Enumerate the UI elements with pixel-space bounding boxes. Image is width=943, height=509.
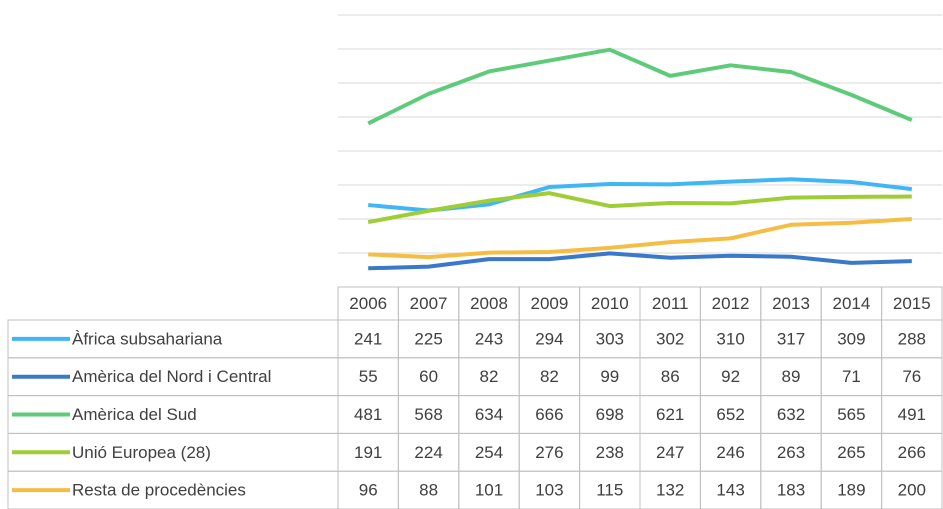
legend-label: Unió Europea (28) [72,443,211,462]
table-value: 634 [475,405,503,424]
table-value: 243 [475,329,503,348]
table-value: 309 [837,329,865,348]
table-value: 115 [596,481,623,500]
table-value: 82 [480,367,499,386]
table-value: 276 [535,443,563,462]
legend-label: Resta de procedències [72,481,246,500]
table-value: 481 [354,405,382,424]
table-value: 189 [837,481,865,500]
table-value: 246 [716,443,744,462]
table-value: 666 [535,405,563,424]
legend-label: Àfrica subsahariana [72,329,223,348]
table-value: 92 [721,367,740,386]
x-tick-label: 2006 [349,294,387,313]
series-line [368,251,912,271]
table-value: 89 [782,367,801,386]
table-value: 183 [777,481,805,500]
series-line [367,191,912,225]
table-value: 310 [716,329,744,348]
table-value: 238 [596,443,624,462]
legend-label: Amèrica del Sud [72,405,197,424]
x-tick-label: 2009 [530,294,568,313]
table-value: 101 [475,481,503,500]
table-value: 86 [661,367,680,386]
series-line [368,217,912,260]
table-value: 565 [837,405,865,424]
table-value: 698 [596,405,624,424]
x-tick-label: 2013 [772,294,810,313]
table-value: 96 [359,481,378,500]
table-value: 568 [414,405,442,424]
table-value: 302 [656,329,684,348]
x-tick-label: 2011 [652,294,689,313]
table-value: 241 [354,329,382,348]
table-value: 263 [777,443,805,462]
table-value: 143 [716,481,744,500]
series-line [367,47,913,126]
table-value: 55 [359,367,378,386]
table-value: 491 [898,405,926,424]
table-value: 99 [600,367,619,386]
x-tick-label: 2007 [410,294,448,313]
x-tick-label: 2012 [712,294,750,313]
x-tick-label: 2010 [591,294,629,313]
table-value: 88 [419,481,438,500]
table-value: 652 [716,405,744,424]
table-value: 254 [475,443,503,462]
table-value: 621 [656,405,684,424]
table-cell [881,470,943,509]
table-value: 265 [837,443,865,462]
table-value: 132 [656,481,684,500]
table-value: 317 [777,329,805,348]
table-value: 294 [535,329,563,348]
table-value: 76 [902,367,921,386]
table-value: 191 [354,443,382,462]
table-value: 103 [535,481,563,500]
x-tick-label: 2015 [893,294,931,313]
table-value: 60 [419,367,438,386]
table-value: 632 [777,405,805,424]
x-tick-label: 2014 [832,294,870,313]
table-value: 200 [898,481,926,500]
table-value: 247 [656,443,684,462]
legend-label: Amèrica del Nord i Central [72,367,271,386]
table-value: 225 [414,329,442,348]
x-tick-label: 2008 [470,294,508,313]
table-value: 288 [898,329,926,348]
table-value: 71 [842,367,861,386]
table-value: 266 [898,443,926,462]
table-value: 82 [540,367,559,386]
table-value: 224 [414,443,442,462]
table-value: 303 [596,329,624,348]
